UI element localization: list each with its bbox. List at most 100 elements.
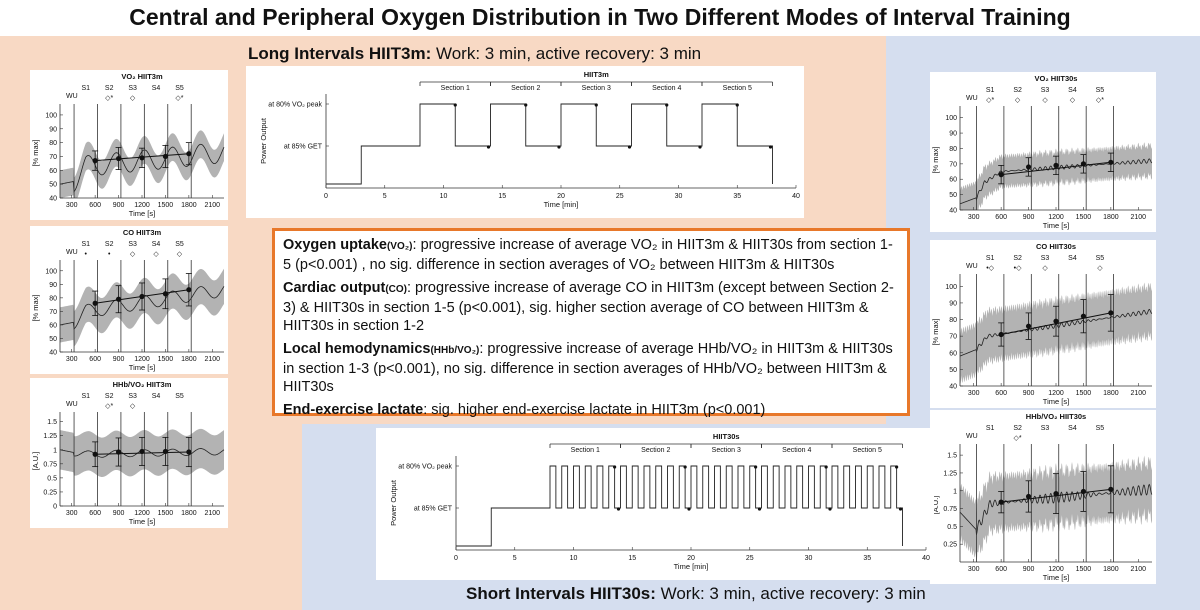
x-tick-label: 300 — [968, 214, 980, 221]
x-axis-label: Time [min] — [544, 200, 579, 209]
x-tick-label: 1200 — [1048, 390, 1064, 397]
section-mean-point — [92, 158, 98, 164]
y-axis-label: [% max] — [31, 294, 40, 321]
finding-local-hemodynamics: Local hemodynamics(HHb/VO₂): progressive… — [283, 341, 893, 395]
section-label: S5 — [1096, 87, 1105, 94]
section-label: S5 — [1096, 255, 1105, 262]
significance-mark: •◇ — [1014, 265, 1022, 272]
section-label: S2 — [105, 241, 114, 248]
section-label: S4 — [1068, 255, 1077, 262]
x-tick-label: 1200 — [1048, 214, 1064, 221]
y-tick-label: 50 — [49, 182, 57, 189]
y-tick-label: 0.25 — [943, 542, 957, 549]
section-mean-point — [1108, 310, 1114, 316]
section-mean-point — [1025, 323, 1032, 329]
section-label: Section 1 — [571, 447, 600, 454]
y-tick-label: 0.75 — [43, 461, 57, 468]
y-tick-label: 100 — [945, 284, 957, 291]
section-label: S3 — [128, 85, 137, 92]
x-axis-label: Time [s] — [1043, 573, 1069, 582]
co-hiit30s-chart: CO HIIT30s WU S1 •◇ S2 •◇ S3 ◇ S4 S5 ◇ 40 50 60 70 80 90… — [931, 242, 1153, 406]
x-tick-label: 15 — [628, 555, 636, 562]
section-marker-high — [613, 465, 617, 469]
section-mean-point — [1080, 313, 1087, 319]
y-tick-label: 1.25 — [43, 433, 57, 440]
vo2-hiit30s-panel: VO₂ HIIT30s WU S1 ◇* S2 ◇ S3 ◇ S4 ◇ S5 ◇* 40 50 60 70 80… — [930, 72, 1156, 232]
y-tick-label: 70 — [949, 161, 957, 168]
section-label: Section 4 — [652, 85, 681, 92]
section-marker-low — [898, 507, 903, 511]
co-hiit30s-panel: CO HIIT30s WU S1 •◇ S2 •◇ S3 ◇ S4 S5 ◇ 40 50 60 70 80 90… — [930, 240, 1156, 408]
y-tick-label: 80 — [49, 140, 57, 147]
section-mean-point — [115, 155, 122, 162]
section-label: S3 — [1041, 255, 1050, 262]
x-axis-label: Time [s] — [129, 209, 155, 218]
section-mean-point — [139, 293, 145, 300]
significance-mark: ◇ — [177, 251, 183, 258]
chart-title: HHb/VO₂ HIIT30s — [1026, 412, 1086, 421]
x-tick-label: 300 — [968, 566, 980, 573]
significance-mark: ◇* — [1014, 435, 1022, 442]
x-tick-label: 300 — [66, 202, 78, 209]
x-tick-label: 25 — [616, 193, 624, 200]
x-tick-label: 900 — [1023, 214, 1035, 221]
x-tick-label: 40 — [922, 555, 930, 562]
hhb-hiit30s-panel: HHb/VO₂ HIIT30s WU S1 S2 ◇* S3 S4 S5 0.25 0.5 0.75… — [930, 410, 1156, 584]
y-tick-label: 0 — [53, 504, 57, 511]
y-tick-label: 40 — [949, 208, 957, 215]
x-tick-label: 600 — [995, 566, 1007, 573]
x-axis-label: Time [s] — [129, 363, 155, 372]
x-tick-label: 1500 — [158, 510, 174, 517]
y-tick-label: 1.5 — [47, 419, 57, 426]
section-label: S5 — [175, 393, 184, 400]
x-tick-label: 900 — [113, 510, 125, 517]
y-tick-label: 100 — [945, 115, 957, 122]
section-marker-high — [594, 103, 598, 107]
y-axis-label: [A.U.] — [31, 452, 40, 471]
y-tick-label: 70 — [49, 309, 57, 316]
section-mean-point — [1080, 488, 1087, 495]
section-label: WU — [66, 401, 78, 408]
x-tick-label: 1500 — [158, 356, 174, 363]
x-tick-label: 1800 — [181, 510, 197, 517]
x-tick-label: 600 — [89, 202, 101, 209]
section-marker-low — [486, 145, 491, 149]
co-hiit3m-panel: CO HIIT3m WU S1 • S2 • S3 ◇ S4 ◇ S5 ◇ 40 50 60 70 80 90 10… — [30, 226, 228, 374]
chart-title: CO HIIT3m — [123, 228, 162, 237]
significance-mark: • — [108, 251, 111, 258]
y-axis-label: [% max] — [31, 139, 40, 166]
section-label: S5 — [175, 85, 184, 92]
x-tick-label: 600 — [89, 356, 101, 363]
section-marker-low — [698, 145, 702, 149]
section-marker-low — [627, 145, 632, 149]
x-tick-label: 900 — [113, 356, 125, 363]
x-tick-label: 2100 — [204, 202, 220, 209]
section-marker-high — [665, 103, 669, 107]
significance-mark: ◇* — [105, 403, 113, 410]
x-tick-label: 900 — [1023, 566, 1035, 573]
significance-mark: ◇* — [175, 95, 183, 102]
section-label: S1 — [986, 425, 995, 432]
vo2-hiit30s-chart: VO₂ HIIT30s WU S1 ◇* S2 ◇ S3 ◇ S4 ◇ S5 ◇* 40 50 60 70 80… — [931, 74, 1153, 230]
significance-mark: ◇ — [1042, 265, 1048, 272]
significance-mark: ◇* — [105, 95, 113, 102]
power-level-label: at 80% VO₂ peak — [398, 464, 452, 471]
section-label: WU — [966, 95, 978, 102]
hhb-hiit3m-panel: HHb/VO₂ HIIT3m WU S1 S2 ◇* S3 ◇ S4 S5 0 0.25 0.5 0.7… — [30, 378, 228, 528]
page-title: Central and Peripheral Oxygen Distributi… — [129, 4, 1071, 30]
section-mean-point — [1053, 162, 1059, 168]
chart-title: CO HIIT30s — [1036, 242, 1076, 251]
x-tick-label: 2100 — [1130, 214, 1146, 221]
section-marker-high — [754, 465, 758, 469]
section-label: Section 3 — [582, 85, 611, 92]
x-tick-label: 2100 — [204, 356, 220, 363]
section-marker-low — [768, 145, 773, 149]
section-label: S3 — [128, 393, 137, 400]
section-mean-point — [1025, 493, 1032, 500]
section-mean-point — [186, 287, 192, 293]
chart-title: VO₂ HIIT3m — [121, 72, 163, 81]
section-label: S2 — [1013, 255, 1022, 262]
y-tick-label: 60 — [949, 177, 957, 184]
y-tick-label: 80 — [949, 317, 957, 324]
y-axis-label: [% max] — [931, 146, 940, 173]
